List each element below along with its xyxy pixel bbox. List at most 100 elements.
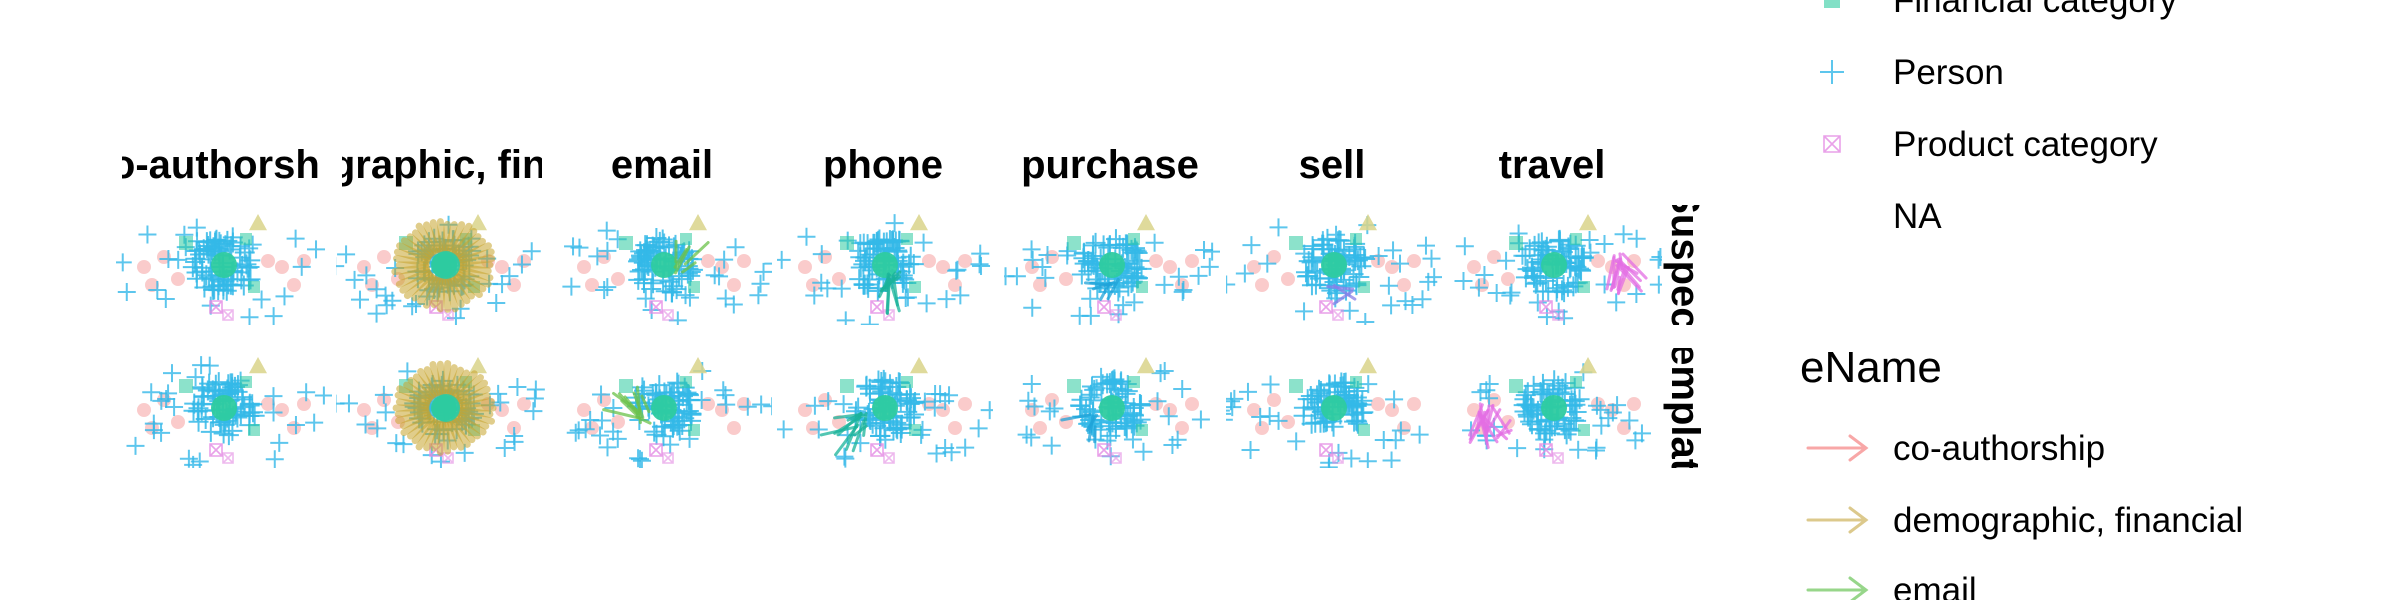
- product-node: [649, 300, 663, 314]
- financial-center-node: [1099, 395, 1125, 421]
- person-node: [940, 386, 959, 405]
- product-node: [662, 452, 674, 464]
- person-node: [644, 421, 665, 442]
- product-node: [1332, 452, 1344, 464]
- edge-travel: [1616, 265, 1627, 291]
- location-node: [832, 272, 846, 286]
- financial-node: [901, 376, 913, 388]
- person-node: [836, 311, 855, 325]
- person-node: [142, 383, 161, 402]
- person-node: [751, 274, 770, 293]
- location-node: [585, 278, 599, 292]
- other-node: [1137, 214, 1155, 231]
- person-node: [524, 402, 543, 421]
- person-node: [632, 377, 653, 398]
- financial-node: [840, 236, 854, 250]
- person-node: [632, 451, 651, 468]
- person-node: [126, 436, 145, 455]
- person-node: [1258, 254, 1277, 273]
- product-node: [222, 309, 234, 321]
- location-node: [585, 421, 599, 435]
- person-node: [1040, 402, 1059, 421]
- person-node: [116, 253, 132, 272]
- person-node: [489, 384, 508, 403]
- person-node: [604, 422, 623, 441]
- person-node: [1384, 241, 1403, 260]
- location-node: [1407, 254, 1421, 268]
- location-node: [1467, 260, 1481, 274]
- financial-node: [619, 379, 633, 393]
- person-node: [1148, 392, 1167, 411]
- edge-email: [620, 399, 642, 420]
- location-node: [1247, 260, 1261, 274]
- person-node: [873, 232, 894, 253]
- person-node: [1528, 293, 1547, 312]
- person-node: [1558, 238, 1579, 259]
- person-node: [367, 304, 386, 323]
- product-node: [1319, 300, 1333, 314]
- person-node: [144, 421, 163, 440]
- person-node: [1422, 249, 1441, 268]
- financial-node: [840, 379, 854, 393]
- edge-demographic-financial: [458, 255, 496, 267]
- location-node: [137, 260, 151, 274]
- person-node: [165, 397, 184, 416]
- location-node: [1163, 403, 1177, 417]
- person-node: [138, 225, 157, 244]
- person-node: [275, 287, 294, 306]
- person-node: [1346, 393, 1367, 414]
- person-node: [1269, 411, 1288, 430]
- person-node: [1070, 395, 1091, 416]
- location-node: [287, 421, 301, 435]
- facet-title-6: travel: [1499, 143, 1606, 187]
- person-node: [598, 241, 617, 260]
- location-node: [517, 397, 531, 411]
- location-node: [357, 260, 371, 274]
- other-node: [249, 214, 267, 231]
- person-node: [1235, 264, 1254, 283]
- person-node: [598, 438, 617, 457]
- person-node: [598, 278, 617, 297]
- location-node: [377, 250, 391, 264]
- financial-node: [1509, 236, 1523, 250]
- location-node: [1149, 397, 1163, 411]
- person-node: [917, 294, 936, 313]
- person-node: [1115, 383, 1136, 404]
- person-node: [297, 383, 316, 402]
- person-node: [1241, 440, 1260, 459]
- person-node: [1385, 390, 1404, 409]
- person-node: [726, 238, 745, 257]
- product-node: [222, 452, 234, 464]
- location-node: [1185, 254, 1199, 268]
- person-node: [1023, 298, 1042, 317]
- panel-phone-template: [777, 357, 993, 468]
- person-node: [763, 397, 772, 416]
- person-node: [193, 386, 214, 407]
- person-node: [222, 420, 243, 441]
- other-node: [1579, 214, 1597, 231]
- person-node: [186, 262, 207, 283]
- financial-node: [1570, 376, 1582, 388]
- person-node: [1651, 247, 1662, 266]
- person-node: [1356, 313, 1375, 325]
- person-node: [1573, 247, 1594, 268]
- financial-node: [240, 233, 252, 245]
- financial-node: [1358, 424, 1370, 436]
- financial-node: [901, 233, 913, 245]
- product-node: [1332, 309, 1344, 321]
- person-node: [890, 417, 911, 438]
- location-node: [1617, 421, 1631, 435]
- product-node: [1823, 135, 1841, 153]
- person-node: [1023, 250, 1042, 269]
- person-node: [204, 279, 225, 300]
- person-node: [1358, 452, 1377, 468]
- person-node: [716, 289, 735, 308]
- product-node: [1110, 452, 1122, 464]
- panel-purchase-suspect: [1004, 214, 1220, 325]
- panel-travel-template: [1462, 357, 1651, 464]
- other-node: [689, 357, 707, 374]
- location-node: [1385, 403, 1399, 417]
- person-node: [512, 255, 531, 274]
- product-node: [209, 300, 223, 314]
